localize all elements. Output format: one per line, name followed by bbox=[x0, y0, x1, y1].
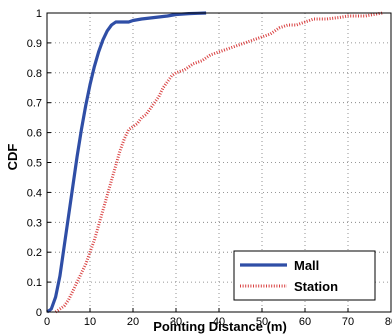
series-line-mall bbox=[46, 11, 207, 314]
x-tick-label: 50 bbox=[256, 316, 268, 328]
x-tick-label: 20 bbox=[127, 316, 139, 328]
y-tick-label: 0.5 bbox=[27, 158, 42, 170]
x-tick-label: 30 bbox=[170, 316, 182, 328]
legend: Mall Station bbox=[233, 250, 376, 301]
y-tick-label: 0.6 bbox=[27, 128, 42, 140]
y-tick-label: 0.3 bbox=[27, 217, 42, 229]
y-tick-label: 1 bbox=[36, 8, 42, 20]
series-line-station bbox=[54, 11, 383, 314]
legend-box bbox=[233, 250, 376, 301]
y-tick-label: 0.4 bbox=[27, 187, 42, 199]
y-tick-label: 0.8 bbox=[27, 68, 42, 80]
y-axis-ticks: 0 0.1 0.2 0.3 0.4 0.5 0.6 0.7 0.8 0.9 1 bbox=[27, 8, 51, 319]
series-lines bbox=[46, 11, 383, 314]
y-tick-label: 0.7 bbox=[27, 98, 42, 110]
legend-label-station: Station bbox=[294, 279, 338, 294]
grid-lines bbox=[47, 13, 391, 312]
x-axis-ticks: 0 10 20 30 40 50 60 70 80 bbox=[44, 308, 392, 328]
y-tick-label: 0.9 bbox=[27, 38, 42, 50]
x-tick-label: 10 bbox=[84, 316, 96, 328]
x-tick-label: 0 bbox=[44, 316, 50, 328]
legend-label-mall: Mall bbox=[294, 258, 319, 273]
y-axis-label: CDF bbox=[5, 144, 20, 171]
y-tick-label: 0 bbox=[36, 307, 42, 319]
x-tick-label: 40 bbox=[213, 316, 225, 328]
x-axis-label: Pointing Distance (m) bbox=[153, 319, 287, 334]
x-tick-label: 80 bbox=[385, 316, 392, 328]
x-tick-label: 70 bbox=[342, 316, 354, 328]
y-tick-label: 0.1 bbox=[27, 277, 42, 289]
x-tick-label: 60 bbox=[299, 316, 311, 328]
y-tick-label: 0.2 bbox=[27, 247, 42, 259]
